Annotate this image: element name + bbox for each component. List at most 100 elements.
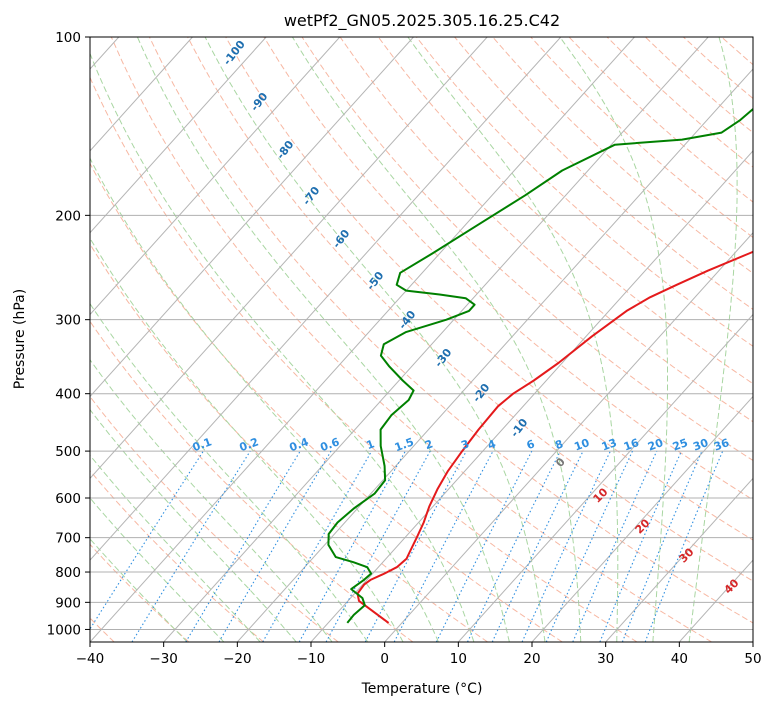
isotherm <box>531 395 753 642</box>
isotherm <box>90 37 635 642</box>
sounding-profiles <box>327 107 753 624</box>
dry-adiabat <box>90 162 563 642</box>
mixing-ratio-line <box>491 450 584 642</box>
mixing-ratio-label: 0.4 <box>288 435 311 454</box>
dry-adiabat-label: -100 <box>221 38 248 68</box>
moist-adiabat <box>559 37 668 642</box>
x-tick-label: 0 <box>380 651 389 667</box>
y-tick-label: 1000 <box>47 622 81 638</box>
mixing-ratio-label: 30 <box>691 436 710 454</box>
x-tick-label: −40 <box>76 651 105 667</box>
mixing-ratio-label: 20 <box>646 436 665 454</box>
mixing-ratio-line <box>572 450 658 642</box>
moist-adiabat <box>90 157 439 642</box>
moist-adiabat <box>688 37 738 642</box>
mixing-ratio-label: 6 <box>525 437 537 452</box>
dry-adiabat <box>339 37 753 423</box>
mixing-ratio-line <box>435 450 533 642</box>
moist-adiabat <box>90 408 297 642</box>
dry-adiabat-label: -50 <box>364 269 387 293</box>
axes: −40 −30 −20 −10 0 10 20 30 40 5010009008007006005… <box>47 30 762 667</box>
y-tick-label: 800 <box>55 565 81 581</box>
isotherm <box>752 641 753 642</box>
mixing-ratio-line <box>364 450 467 642</box>
dry-adiabat <box>187 37 753 582</box>
dewpoint-profile <box>327 107 753 624</box>
dry-adiabat <box>90 395 339 642</box>
plot-frame <box>89 36 754 643</box>
moist-adiabat <box>90 358 333 642</box>
isotherm <box>90 37 488 480</box>
dry-adiabat <box>644 37 753 134</box>
dry-adiabat <box>377 37 753 385</box>
dry-adiabat <box>416 37 753 347</box>
isotherm <box>236 68 753 642</box>
moist-adiabat <box>90 497 225 642</box>
mixing-ratio-line <box>644 450 724 642</box>
mixing-ratio-label: 10 <box>572 436 591 454</box>
mixing-ratio-line <box>599 450 682 642</box>
mixing-ratio-line <box>185 450 301 642</box>
moist-adiabat <box>136 37 510 642</box>
x-tick-label: 30 <box>597 651 614 667</box>
moist-adiabat <box>90 237 404 642</box>
mixing-ratio-line <box>621 450 703 642</box>
dry-adiabat <box>454 37 753 311</box>
isotherm <box>605 477 753 642</box>
chart-title: wetPf2_GN05.2025.305.16.25.C42 <box>284 11 560 31</box>
moist-adiabat <box>291 37 582 642</box>
dry-adiabat <box>225 37 753 541</box>
dry-adiabat-label: -70 <box>300 184 323 208</box>
mixing-ratio-line <box>131 450 251 642</box>
x-tick-label: −20 <box>223 651 252 667</box>
mixing-ratio-label: 0.1 <box>191 435 214 454</box>
y-tick-label: 600 <box>55 491 81 507</box>
y-tick-label: 700 <box>55 531 81 547</box>
moist-adiabat <box>204 37 546 642</box>
y-tick-label: 300 <box>55 313 81 329</box>
dry-adiabat-label: -20 <box>470 381 493 405</box>
moist-adiabat <box>407 37 619 642</box>
mixing-ratio-label: 0.2 <box>238 435 261 454</box>
mixing-ratio-line <box>90 450 204 630</box>
x-tick-label: 50 <box>744 651 761 667</box>
mixing-ratio-label: 0.6 <box>318 435 341 454</box>
background-lines <box>90 37 775 642</box>
mixing-ratio-line <box>298 450 406 642</box>
mixing-ratio-label: 1 <box>365 437 377 452</box>
moist-adiabat-label: 0 <box>553 455 568 470</box>
x-tick-label: −10 <box>297 651 326 667</box>
x-tick-label: −30 <box>149 651 178 667</box>
moist-adiabat-label: 10 <box>591 485 611 505</box>
dry-adiabat <box>301 37 753 462</box>
isotherm <box>90 37 193 152</box>
mixing-ratio-label: 4 <box>486 437 498 452</box>
dry-adiabat <box>110 37 712 642</box>
dry-adiabat-label: -30 <box>432 346 455 370</box>
dry-adiabat <box>760 37 775 642</box>
isotherm <box>457 313 753 642</box>
isotherm <box>163 37 709 642</box>
mixing-ratio-label: 1.5 <box>393 435 416 454</box>
moist-adiabat-label: 40 <box>722 576 742 596</box>
mixing-ratio-line <box>545 450 633 642</box>
dry-adiabat <box>90 243 488 642</box>
y-tick-label: 100 <box>55 30 81 46</box>
mixing-ratio-label: 25 <box>671 436 690 453</box>
isotherm <box>384 232 753 642</box>
mixing-ratio-label: 36 <box>712 436 731 454</box>
moist-adiabat <box>90 302 369 642</box>
x-axis-label: Temperature (°C) <box>361 681 483 697</box>
y-axis-label: Pressure (hPa) <box>12 289 28 389</box>
x-tick-label: 10 <box>450 651 467 667</box>
moist-adiabat <box>90 52 475 642</box>
mixing-ratio-label: 13 <box>600 436 619 453</box>
dry-adiabat-label: -90 <box>248 90 271 114</box>
mixing-ratio-line <box>325 450 431 642</box>
y-tick-label: 400 <box>55 387 81 403</box>
dry-adiabat <box>148 37 753 624</box>
x-tick-label: 40 <box>671 651 688 667</box>
dry-adiabat <box>90 76 638 642</box>
y-tick-label: 500 <box>55 444 81 460</box>
